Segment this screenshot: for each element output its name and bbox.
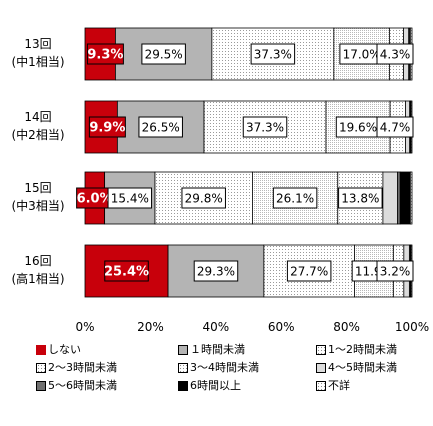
- data-label-box: [88, 116, 126, 138]
- legend-swatch: [36, 363, 46, 373]
- x-tick-label: 80%: [333, 320, 360, 334]
- data-label: 4.3%: [380, 48, 411, 62]
- legend-swatch: [316, 381, 326, 391]
- legend-label: 6時間以上: [190, 379, 241, 392]
- legend-label: １時間未満: [190, 343, 245, 356]
- data-label: 29.8%: [185, 192, 223, 206]
- category-label-line1: 15回: [24, 181, 51, 195]
- data-label: 27.7%: [290, 265, 328, 279]
- bar-segment: [409, 171, 413, 225]
- data-label: 26.1%: [276, 192, 314, 206]
- data-label-box: [242, 116, 288, 138]
- data-labels: 9.3% 29.5% 37.3% 17.0% 4.3% 9.9% 26.5% 37.3% 19.…: [76, 43, 414, 282]
- x-tick-label: 0%: [75, 320, 94, 334]
- category-labels: 13回 (中1相当) 14回 (中2相当) 15回 (中3相当) 16回 (高1相当): [12, 37, 65, 286]
- category-label-line2: (中1相当): [12, 54, 65, 69]
- data-label-box: [338, 187, 383, 209]
- data-label: 17.0%: [343, 48, 381, 62]
- legend-label: 不詳: [328, 379, 350, 392]
- data-label-box: [181, 187, 226, 209]
- data-label: 13.8%: [341, 192, 379, 206]
- legend-label: しない: [48, 343, 81, 356]
- data-label-box: [107, 187, 153, 209]
- data-label: 29.5%: [145, 48, 183, 62]
- bar-segment: [382, 171, 399, 225]
- data-label-box: [141, 43, 186, 65]
- legend-item: 3～4時間未満: [178, 360, 316, 376]
- data-label-box: [250, 43, 296, 65]
- data-label: 37.3%: [254, 48, 292, 62]
- legend-item: １時間未満: [178, 342, 316, 358]
- x-tick-label: 100%: [395, 320, 429, 334]
- data-label-box: [138, 116, 183, 138]
- legend-swatch: [178, 345, 188, 355]
- data-label-box: [376, 43, 414, 65]
- data-label: 37.3%: [246, 121, 284, 135]
- legend-item: 2～3時間未満: [36, 360, 178, 376]
- data-label-box: [86, 43, 124, 65]
- data-label-box: [376, 116, 414, 138]
- category-label-line1: 14回: [24, 110, 51, 124]
- x-tick-label: 40%: [202, 320, 229, 334]
- category-label-line1: 13回: [24, 37, 51, 51]
- data-label: 6.0%: [77, 192, 113, 207]
- data-label: 4.7%: [380, 121, 411, 135]
- bar-segment: [399, 171, 411, 225]
- legend-swatch: [36, 381, 46, 391]
- category-label-line2: (高1相当): [12, 271, 65, 286]
- data-label: 25.4%: [104, 265, 149, 280]
- data-label-box: [104, 260, 149, 282]
- legend-item: 5～6時間未満: [36, 378, 178, 394]
- legend-label: 4～5時間未満: [328, 361, 397, 374]
- legend-label: 3～4時間未満: [190, 361, 259, 374]
- data-label: 15.4%: [111, 192, 149, 206]
- legend-swatch: [178, 381, 188, 391]
- data-label: 9.3%: [87, 48, 123, 63]
- legend-swatch: [316, 363, 326, 373]
- legend: しない １時間未満 1～2時間未満 2～3時間未満 3～4時間未満 4～5時間未満 5～6時…: [36, 342, 431, 394]
- legend-item: 4～5時間未満: [316, 360, 431, 376]
- legend-swatch: [316, 345, 326, 355]
- legend-item: 1～2時間未満: [316, 342, 431, 358]
- data-label-box: [193, 260, 239, 282]
- legend-label: 5～6時間未満: [48, 379, 117, 392]
- x-axis-ticks: 0% 20% 40% 60% 80% 100%: [75, 320, 429, 334]
- legend-swatch: [36, 345, 46, 355]
- category-label-line1: 16回: [24, 254, 51, 268]
- data-label: 29.3%: [197, 265, 235, 279]
- data-label-box: [272, 187, 318, 209]
- data-label-box: [376, 260, 414, 282]
- x-tick-label: 60%: [268, 320, 295, 334]
- bar-segments: [84, 27, 413, 298]
- legend-item: しない: [36, 342, 178, 358]
- legend-item: 6時間以上: [178, 378, 316, 394]
- data-label: 19.6%: [339, 121, 377, 135]
- legend-item: 不詳: [316, 378, 431, 394]
- data-label-box: [286, 260, 332, 282]
- legend-swatch: [178, 363, 188, 373]
- x-tick-label: 20%: [137, 320, 164, 334]
- legend-label: 2～3時間未満: [48, 361, 117, 374]
- category-label-line2: (中2相当): [12, 127, 65, 142]
- category-label-line2: (中3相当): [12, 198, 65, 213]
- data-label: 26.5%: [142, 121, 180, 135]
- bar-segment: [263, 244, 355, 298]
- legend-label: 1～2時間未満: [328, 343, 397, 356]
- data-label: 9.9%: [89, 121, 125, 136]
- data-label: 3.2%: [380, 265, 411, 279]
